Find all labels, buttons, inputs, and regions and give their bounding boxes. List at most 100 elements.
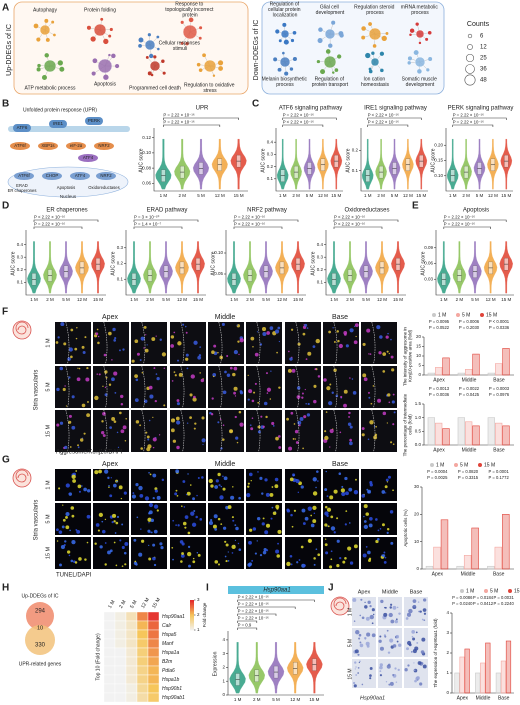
cell bbox=[308, 539, 312, 543]
cell bbox=[413, 604, 416, 608]
cell bbox=[148, 385, 153, 390]
cell bbox=[152, 543, 156, 547]
cell bbox=[416, 641, 419, 644]
x-tick-label: Apex bbox=[433, 447, 445, 453]
x-tick-label: Base bbox=[498, 695, 510, 701]
p-value: P = 0.0031 bbox=[494, 595, 515, 600]
cell bbox=[104, 542, 107, 544]
cell bbox=[144, 348, 149, 353]
term-label: Ion cation homeostasis bbox=[361, 77, 390, 89]
image-tile bbox=[361, 410, 397, 452]
cell bbox=[389, 510, 394, 514]
x-tick-label: Middle bbox=[476, 695, 491, 701]
violin bbox=[361, 139, 374, 190]
cell bbox=[363, 524, 369, 530]
p-value: P = 2.22 × 10⁻¹⁶ bbox=[444, 222, 475, 227]
cell bbox=[175, 469, 180, 474]
cell bbox=[406, 612, 412, 617]
node bbox=[275, 29, 280, 34]
cell bbox=[379, 528, 382, 530]
region-header: Base bbox=[332, 461, 348, 468]
image-tile bbox=[352, 597, 376, 626]
y-axis-label: AUC score bbox=[260, 148, 266, 172]
cell bbox=[70, 355, 73, 359]
y-axis-label: The expression of Hsp90aa1 (fold) bbox=[433, 618, 438, 688]
bar bbox=[427, 417, 435, 446]
node bbox=[381, 35, 387, 42]
cell bbox=[369, 605, 372, 608]
node bbox=[149, 53, 154, 59]
cell bbox=[135, 483, 139, 487]
cell bbox=[150, 518, 155, 523]
cell bbox=[333, 368, 337, 372]
x-tick-label: 1 M bbox=[440, 297, 448, 302]
cell bbox=[187, 531, 191, 535]
cell bbox=[136, 516, 139, 519]
cell bbox=[247, 482, 250, 485]
cell bbox=[419, 682, 423, 686]
node bbox=[203, 59, 217, 73]
cell bbox=[78, 557, 82, 561]
tissue-label: Stria vascularis bbox=[34, 370, 40, 411]
y-axis-label: AUC score bbox=[345, 148, 351, 172]
heat-cell bbox=[136, 683, 149, 694]
node bbox=[418, 41, 422, 45]
y-tick-label: 2 bbox=[222, 665, 225, 670]
cell bbox=[266, 387, 272, 392]
cell bbox=[325, 411, 328, 413]
cell bbox=[336, 330, 339, 333]
cell bbox=[330, 515, 334, 519]
cell bbox=[307, 506, 312, 511]
cell bbox=[102, 385, 104, 388]
cell bbox=[261, 327, 267, 332]
cell bbox=[384, 606, 387, 609]
bar bbox=[471, 527, 479, 570]
cell bbox=[147, 517, 152, 522]
cell bbox=[307, 351, 312, 356]
violin bbox=[243, 241, 257, 294]
cell bbox=[297, 342, 301, 346]
cell bbox=[68, 347, 73, 352]
cell bbox=[301, 396, 304, 399]
boundary bbox=[256, 409, 261, 453]
legend-label: 48 bbox=[480, 78, 487, 84]
cell bbox=[388, 352, 391, 355]
x-tick-label: 15 M bbox=[234, 193, 244, 198]
y-axis-label: AUC score bbox=[110, 251, 116, 275]
cell bbox=[348, 411, 351, 415]
heat-cell bbox=[147, 629, 160, 640]
cell bbox=[152, 556, 156, 561]
node bbox=[409, 28, 415, 33]
cell bbox=[227, 551, 229, 553]
cell bbox=[78, 367, 81, 370]
cell bbox=[378, 639, 382, 643]
y-tick-label: 3 bbox=[222, 651, 225, 656]
x-tick-label: 15 M bbox=[416, 193, 426, 198]
boundary bbox=[218, 409, 223, 453]
cell bbox=[70, 506, 75, 510]
cell bbox=[236, 441, 239, 444]
cell bbox=[375, 518, 378, 521]
cell bbox=[58, 487, 61, 490]
term-label: Protein folding bbox=[84, 7, 116, 13]
cell bbox=[315, 548, 318, 551]
cell bbox=[341, 485, 344, 488]
heat-cell bbox=[147, 647, 160, 658]
cell bbox=[298, 559, 301, 561]
cell bbox=[391, 400, 395, 404]
heat-cell bbox=[125, 638, 138, 649]
protein-label: XBP1s bbox=[41, 143, 54, 148]
cell bbox=[330, 558, 333, 561]
cell bbox=[324, 430, 327, 433]
cell bbox=[171, 380, 174, 382]
cell bbox=[86, 514, 91, 519]
violin bbox=[276, 139, 289, 190]
node bbox=[324, 28, 336, 40]
y-tick-label: 20 bbox=[416, 334, 422, 339]
cell bbox=[353, 684, 357, 688]
heat-cell bbox=[114, 656, 127, 667]
cell bbox=[121, 545, 125, 549]
node bbox=[198, 36, 202, 40]
cell bbox=[64, 540, 67, 543]
y-tick-label: 1.5 bbox=[415, 401, 422, 406]
